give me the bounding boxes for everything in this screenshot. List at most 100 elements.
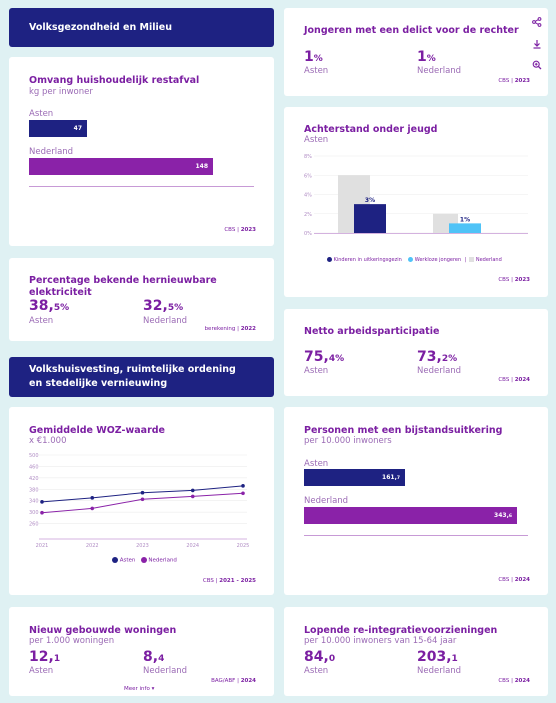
share-icon[interactable] — [532, 17, 542, 27]
data-point — [90, 496, 95, 500]
legend-separator: | — [464, 257, 467, 263]
y-tick-label: 420 — [29, 476, 39, 482]
bar-label-asten: Asten — [304, 459, 329, 469]
data-point — [241, 491, 245, 496]
more-info-label: Meer info — [124, 686, 150, 692]
zoom-icon[interactable] — [532, 60, 542, 70]
bar-value: 161, — [382, 474, 397, 481]
bar-value-label: 1% — [460, 216, 470, 223]
y-tick-label: 500 — [29, 453, 39, 459]
source: CBS | 2024 — [498, 377, 530, 383]
disadvantage-bar-chart: 8% 6% 4% 2% 0% 3% 1% — [304, 154, 528, 237]
card-renewable: Percentage bekende hernieuwbare elektric… — [9, 258, 274, 341]
value-asten: 1% — [304, 49, 323, 65]
card-subtitle: kg per inwoner — [29, 87, 93, 97]
card-title: Omvang huishoudelijk restafval — [29, 75, 200, 86]
legend-dot-nederland — [140, 557, 147, 563]
source: BAG/ABF | 2024 — [211, 678, 256, 684]
bar-label-asten: Asten — [29, 109, 54, 119]
source-name: CBS — [498, 78, 510, 84]
data-point — [190, 494, 195, 499]
legend-kinderen: Kinderen in uitkeringsgezin — [333, 257, 402, 263]
source-name: CBS — [202, 578, 214, 584]
card-title: Jongeren met een delict voor de rechter — [304, 25, 519, 36]
label-nederland: Nederland — [143, 316, 188, 326]
y-tick-label: 380 — [29, 487, 39, 493]
label-asten: Asten — [304, 66, 329, 76]
bar-label-nederland: Nederland — [29, 147, 74, 157]
card-title: Nieuw gebouwde woningen — [29, 625, 177, 636]
value-asten: 12,1 — [29, 649, 61, 665]
card-subtitle: per 10.000 inwoners van 15-64 jaar — [304, 636, 457, 646]
y-tick-label: 6% — [304, 173, 312, 179]
data-point — [190, 488, 195, 493]
legend-dot-werkloze — [408, 257, 414, 262]
axis-line — [304, 535, 528, 536]
data-point — [40, 510, 44, 515]
value-asten: 75,4% — [304, 349, 345, 365]
series-line-nederland — [41, 492, 244, 514]
x-tick-label: 2025 — [237, 543, 250, 549]
label-asten: Asten — [29, 316, 54, 326]
legend-nederland: Nederland — [475, 257, 502, 263]
card-waste: Omvang huishoudelijk restafval kg per in… — [9, 57, 274, 246]
value-nederland: 1% — [417, 49, 436, 65]
bar-label-nederland: Nederland — [304, 496, 349, 506]
chevron-down-icon: ▾ — [151, 686, 155, 692]
y-tick-label: 340 — [29, 499, 39, 505]
section-title: Volksgezondheid en Milieu — [29, 22, 172, 33]
section-header-housing: Volkshuisvesting, ruimtelijke ordening e… — [9, 357, 274, 397]
x-tick-label: 2021 — [36, 543, 49, 549]
section-title: Volkshuisvesting, ruimtelijke ordening e… — [29, 364, 236, 389]
source-year: 2021 - 2025 — [219, 578, 256, 584]
card-reintegration: Lopende re-integratievoorzieningen per 1… — [284, 607, 548, 696]
card-subtitle: Asten — [304, 135, 329, 145]
card-woz: Gemiddelde WOZ-waarde x €1.000 500 460 420… — [9, 407, 274, 595]
bar-value-label: 3% — [365, 197, 375, 204]
legend: Asten Nederland — [112, 557, 177, 564]
card-subtitle: per 10.000 inwoners — [304, 436, 392, 446]
card-subtitle: per 1.000 woningen — [29, 636, 115, 646]
bar-asten: 47 — [29, 120, 87, 137]
source-name: CBS — [498, 377, 510, 383]
section-header-health: Volksgezondheid en Milieu — [9, 8, 274, 47]
card-welfare: Personen met een bijstandsuitkering per … — [284, 407, 548, 595]
bar-asten: 161,7 — [304, 469, 405, 486]
more-info-link[interactable]: Meer info ▾ — [124, 686, 154, 692]
source-year: 2022 — [240, 326, 256, 332]
value-nederland: 32,5% — [143, 298, 184, 314]
card-title: Gemiddelde WOZ-waarde — [29, 425, 165, 436]
source-name: CBS — [224, 227, 236, 233]
source: CBS | 2023 — [498, 78, 530, 84]
source: CBS | 2024 — [498, 678, 530, 684]
y-tick-label: 2% — [304, 212, 312, 218]
axis-line — [29, 186, 254, 187]
source-year: 2023 — [514, 277, 530, 283]
woz-line-chart: 500 460 420 380 340 300 260 2021 2022 2023 2024 202… — [29, 453, 250, 549]
source: CBS | 2021 - 2025 — [202, 578, 256, 584]
legend-dot-asten — [112, 557, 118, 563]
source-year: 2024 — [514, 577, 530, 583]
card-youth-crime: Jongeren met een delict voor de rechter … — [284, 8, 548, 96]
source: CBS | 2023 — [498, 277, 530, 283]
source-name: CBS — [498, 678, 510, 684]
card-participation: Netto arbeidsparticipatie 75,4% Asten 73… — [284, 309, 548, 396]
source-year: 2023 — [240, 227, 256, 233]
label-asten: Asten — [29, 666, 54, 676]
download-icon[interactable] — [532, 39, 542, 49]
bar-asten — [354, 204, 386, 233]
source-name: berekening — [204, 326, 236, 332]
x-tick-label: 2024 — [186, 543, 199, 549]
y-tick-label: 0% — [304, 231, 312, 237]
bar-nederland: 343,6 — [304, 507, 517, 524]
legend-nederland: Nederland — [148, 557, 177, 564]
bar-value: 343, — [494, 512, 509, 519]
y-tick-label: 460 — [29, 464, 39, 470]
card-title: Netto arbeidsparticipatie — [304, 326, 440, 337]
source-name: BAG/ABF — [211, 678, 236, 684]
card-subtitle: x €1.000 — [29, 436, 67, 446]
source-year: 2024 — [514, 678, 530, 684]
data-point — [140, 497, 145, 502]
value-asten: 38,5% — [29, 298, 70, 314]
label-nederland: Nederland — [417, 66, 462, 76]
